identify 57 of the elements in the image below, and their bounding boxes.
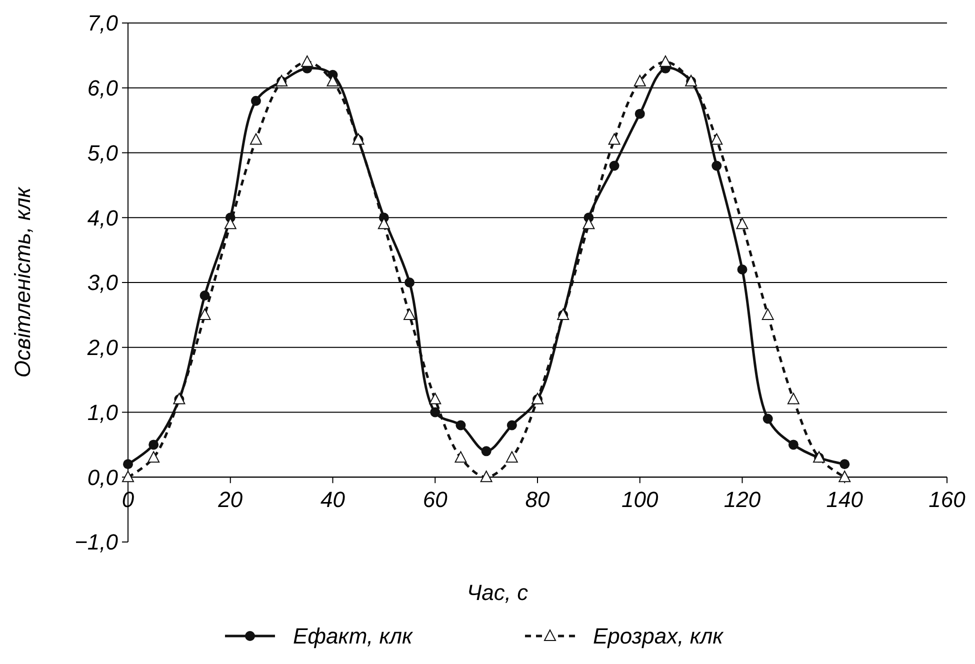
point	[736, 218, 748, 230]
y-tick-label: 3,0	[87, 270, 119, 296]
x-tick-label: 40	[320, 487, 346, 512]
point	[200, 290, 210, 300]
x-tick-label: 100	[622, 487, 659, 512]
point	[608, 133, 620, 145]
point	[506, 451, 518, 463]
x-axis-title: Час, с	[466, 580, 528, 605]
point	[737, 264, 748, 275]
point	[456, 420, 466, 430]
point	[148, 440, 159, 450]
point	[250, 133, 262, 145]
point	[378, 218, 390, 230]
x-tick-label: 60	[422, 487, 448, 512]
y-tick-label: 5,0	[87, 140, 119, 166]
point	[762, 308, 774, 320]
y-tick-label: 7,0	[87, 10, 119, 36]
point	[430, 407, 440, 418]
point	[712, 160, 722, 171]
x-tick-label: 160	[928, 487, 966, 512]
point	[634, 74, 646, 86]
point	[123, 459, 133, 470]
legend-label: Ефакт, клк	[293, 624, 414, 649]
point	[787, 392, 800, 404]
point	[224, 218, 236, 230]
point	[481, 446, 492, 456]
y-tick-label: 2,0	[86, 335, 119, 360]
x-tick-label: 120	[724, 487, 762, 512]
point	[404, 308, 416, 320]
point	[659, 55, 672, 67]
point	[429, 392, 442, 404]
point	[454, 451, 467, 463]
point	[506, 420, 517, 430]
y-tick-label: 4,0	[87, 205, 119, 230]
point	[404, 278, 415, 288]
point	[301, 55, 314, 67]
point	[838, 470, 851, 482]
legend-label: Ерозрах, клк	[593, 624, 725, 649]
point	[710, 133, 723, 145]
point	[840, 459, 850, 470]
point	[148, 451, 160, 463]
point	[788, 440, 798, 450]
point	[609, 160, 620, 171]
y-axis-title: Освітленість, клк	[10, 186, 35, 378]
y-tick-label: 0,0	[87, 464, 119, 490]
point	[198, 308, 211, 320]
y-tick-label: 1,0	[87, 400, 119, 425]
y-tick-label: 6,0	[87, 76, 119, 101]
point	[762, 414, 773, 424]
point	[634, 108, 645, 119]
x-tick-label: 140	[826, 487, 864, 512]
x-tick-label: 80	[525, 487, 550, 512]
point	[582, 218, 595, 230]
y-tick-label: −1,0	[74, 530, 119, 555]
x-tick-label: 20	[217, 487, 244, 512]
point	[250, 96, 261, 106]
point	[480, 470, 492, 482]
